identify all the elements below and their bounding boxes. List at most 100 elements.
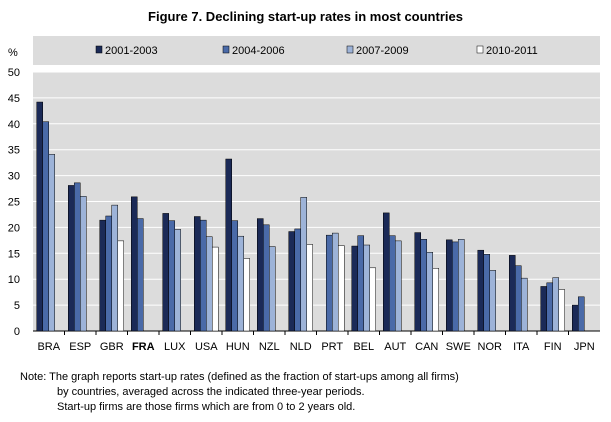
bar-nzl-2004-2006	[263, 224, 270, 332]
bar-prt-2007-2009	[332, 232, 339, 332]
y-tick-label: 30	[8, 171, 20, 183]
bar-hun-2010-2011	[243, 258, 250, 332]
x-tick-label-nor: NOR	[478, 341, 503, 353]
bar-nzl-2007-2009	[269, 246, 276, 332]
x-tick-label-usa: USA	[195, 341, 218, 353]
bar-gbr-2001-2003	[99, 219, 106, 332]
bar-usa-2007-2009	[206, 236, 213, 332]
bar-fin-2001-2003	[540, 286, 547, 332]
bar-esp-2001-2003	[68, 185, 75, 332]
y-tick-label: 40	[8, 119, 20, 131]
bar-bra-2004-2006	[42, 121, 49, 332]
legend-label-2010-2011: 2010-2011	[486, 45, 538, 57]
bar-usa-2004-2006	[200, 219, 207, 332]
x-tick-label-ita: ITA	[513, 341, 530, 353]
legend-background	[33, 36, 600, 65]
x-tick-label-nzl: NZL	[259, 341, 280, 353]
bar-swe-2004-2006	[452, 241, 459, 332]
bar-gbr-2010-2011	[117, 240, 124, 332]
legend-swatch-2004-2006	[222, 45, 230, 54]
bar-hun-2001-2003	[225, 158, 232, 332]
bar-esp-2004-2006	[74, 182, 81, 332]
bar-hun-2004-2006	[231, 220, 238, 332]
bar-prt-2010-2011	[338, 245, 345, 332]
x-tick-label-swe: SWE	[446, 341, 471, 353]
bar-usa-2001-2003	[194, 216, 201, 332]
bar-can-2004-2006	[420, 239, 427, 332]
bar-bra-2001-2003	[36, 101, 43, 332]
y-axis-unit-label: %	[8, 47, 18, 59]
x-tick-label-fin: FIN	[544, 341, 562, 353]
bar-lux-2007-2009	[174, 229, 181, 332]
legend-label-2004-2006: 2004-2006	[232, 45, 285, 57]
bar-fin-2010-2011	[558, 289, 565, 332]
bar-can-2001-2003	[414, 232, 421, 332]
legend-swatch-2010-2011	[476, 45, 484, 54]
bar-nor-2007-2009	[489, 270, 496, 332]
x-tick-label-lux: LUX	[164, 341, 186, 353]
bar-ita-2001-2003	[509, 255, 516, 332]
bar-lux-2004-2006	[168, 220, 175, 332]
bar-swe-2007-2009	[458, 239, 465, 332]
legend-swatch-2007-2009	[346, 45, 354, 54]
x-tick-label-gbr: GBR	[100, 341, 124, 353]
bar-nor-2004-2006	[483, 254, 490, 332]
bar-fin-2004-2006	[546, 282, 553, 332]
x-tick-label-aut: AUT	[384, 341, 406, 353]
note-line-3: Start-up firms are those firms which are…	[57, 401, 356, 413]
bar-can-2007-2009	[426, 252, 433, 332]
bar-bra-2007-2009	[48, 154, 55, 332]
bar-prt-2004-2006	[326, 234, 333, 332]
x-tick-label-esp: ESP	[69, 341, 91, 353]
bar-fra-2001-2003	[131, 196, 138, 332]
x-tick-label-hun: HUN	[226, 341, 250, 353]
note-line-2: by countries, averaged across the indica…	[57, 386, 365, 398]
note-line-1: Note: The graph reports start-up rates (…	[20, 371, 459, 383]
bar-swe-2001-2003	[446, 239, 453, 332]
bar-ita-2007-2009	[521, 277, 528, 332]
bar-lux-2001-2003	[162, 213, 169, 332]
bar-nld-2007-2009	[300, 197, 307, 332]
x-tick-label-fra: FRA	[132, 341, 155, 353]
x-tick-label-jpn: JPN	[574, 341, 595, 353]
bar-can-2010-2011	[432, 268, 439, 332]
bar-bel-2010-2011	[369, 267, 376, 332]
y-tick-label: 5	[14, 300, 20, 312]
bar-fin-2007-2009	[552, 277, 559, 332]
bar-nld-2001-2003	[288, 231, 295, 332]
x-tick-label-can: CAN	[415, 341, 438, 353]
bar-jpn-2004-2006	[578, 296, 585, 332]
x-tick-label-nld: NLD	[290, 341, 312, 353]
bar-nor-2001-2003	[477, 249, 484, 332]
y-tick-label: 25	[8, 197, 20, 209]
legend-label-2007-2009: 2007-2009	[356, 45, 409, 57]
bar-jpn-2001-2003	[572, 304, 579, 332]
bar-gbr-2004-2006	[105, 215, 112, 332]
x-tick-label-bel: BEL	[353, 341, 374, 353]
legend-swatch-2001-2003	[95, 45, 103, 54]
x-tick-label-bra: BRA	[37, 341, 60, 353]
bar-nzl-2001-2003	[257, 218, 264, 332]
y-tick-label: 45	[8, 93, 20, 105]
legend-label-2001-2003: 2001-2003	[105, 45, 158, 57]
bar-aut-2007-2009	[395, 240, 402, 332]
x-tick-label-prt: PRT	[321, 341, 343, 353]
y-tick-label: 0	[14, 326, 20, 338]
y-tick-label: 15	[8, 248, 20, 260]
bar-hun-2007-2009	[237, 235, 244, 332]
bar-bel-2001-2003	[351, 245, 358, 332]
note: Note: The graph reports start-up rates (…	[20, 370, 590, 415]
bar-esp-2007-2009	[80, 196, 87, 332]
bar-usa-2010-2011	[212, 246, 219, 332]
bar-ita-2004-2006	[515, 265, 522, 332]
bar-nld-2010-2011	[306, 244, 313, 332]
chart-title: Figure 7. Declining start-up rates in mo…	[148, 9, 463, 24]
bar-aut-2004-2006	[389, 235, 396, 332]
bar-aut-2001-2003	[383, 212, 390, 332]
y-tick-label: 10	[8, 274, 20, 286]
y-tick-label: 35	[8, 145, 20, 157]
y-tick-label: 50	[8, 67, 20, 79]
bar-fra-2004-2006	[137, 218, 144, 332]
bar-nld-2004-2006	[294, 228, 301, 332]
